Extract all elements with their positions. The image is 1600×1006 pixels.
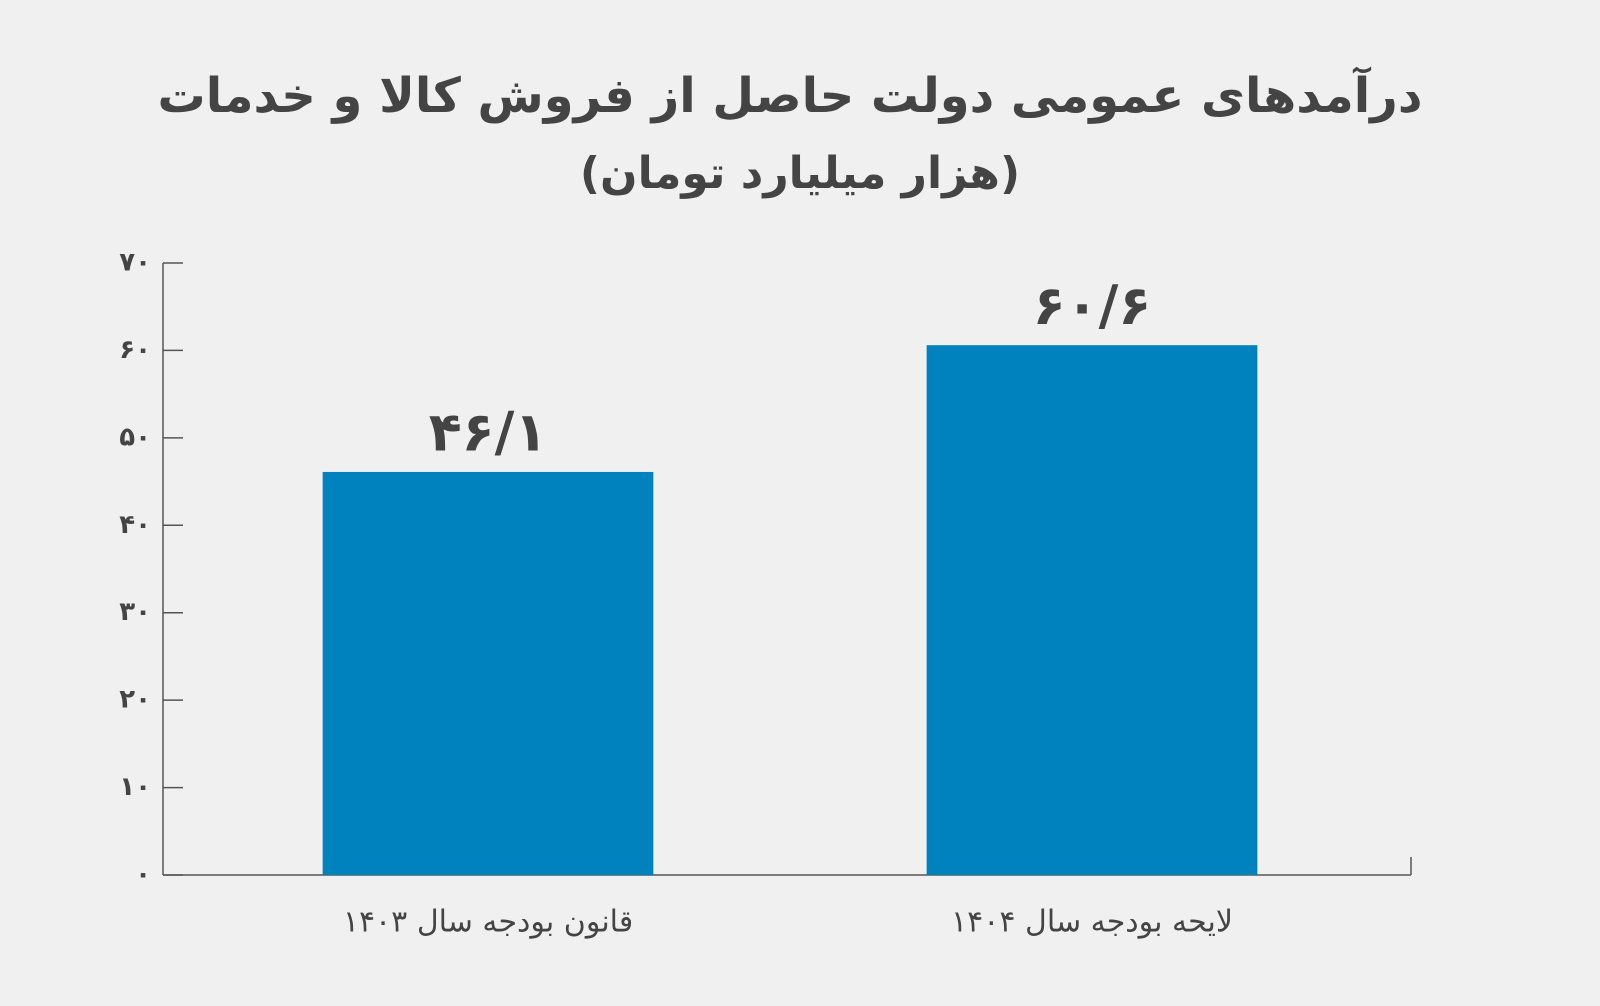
x-tick-label: لایحه بودجه سال ۱۴۰۴: [951, 905, 1233, 940]
x-tick-label: قانون بودجه سال ۱۴۰۳: [343, 905, 633, 940]
chart-subtitle: (هزار میلیارد تومان): [580, 148, 1020, 199]
y-tick-label: ۰: [135, 860, 151, 890]
bar: [322, 471, 654, 875]
bar: [926, 345, 1258, 875]
y-tick-label: ۵۰: [119, 422, 151, 452]
y-tick-label: ۱۰: [119, 772, 151, 802]
y-tick-label: ۳۰: [119, 597, 151, 627]
y-tick-label: ۲۰: [119, 685, 151, 715]
y-tick-label: ۷۰: [119, 248, 151, 278]
value-label: ۴۶/۱: [429, 401, 548, 464]
y-tick-label: ۶۰: [119, 335, 151, 365]
chart-title: درآمدهای عمومی دولت حاصل از فروش کالا و …: [158, 66, 1423, 124]
y-tick-label: ۴۰: [119, 510, 151, 540]
value-label: ۶۰/۶: [1033, 274, 1152, 337]
